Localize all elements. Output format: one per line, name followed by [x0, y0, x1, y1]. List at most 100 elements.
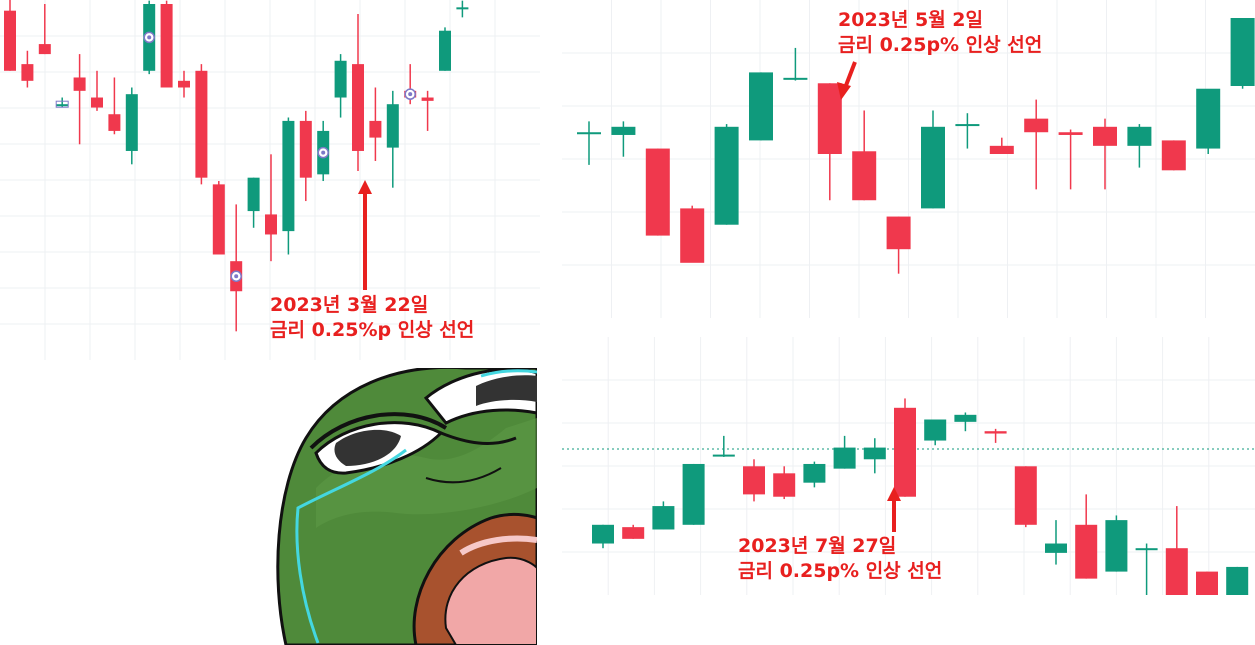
grid-lines: [562, 0, 1255, 318]
candle-body: [56, 104, 69, 107]
event-marker-dot: [321, 150, 326, 155]
annotation-july-date: 2023년 7월 27일: [738, 535, 897, 557]
candle-body: [334, 60, 347, 98]
candle: [1165, 506, 1188, 595]
candle-body: [1045, 543, 1067, 553]
candle-body: [743, 466, 765, 495]
candle-body: [1075, 524, 1098, 579]
candle-body: [386, 104, 399, 148]
candle-body: [1161, 140, 1186, 171]
candle-body: [886, 216, 911, 250]
candle: [622, 524, 645, 539]
event-marker-dot: [234, 274, 239, 279]
candle: [680, 205, 705, 263]
candle: [56, 97, 69, 108]
candle-body: [611, 126, 636, 135]
candle: [803, 461, 826, 488]
candle: [1127, 124, 1152, 168]
annotation-arrow-shaft: [843, 61, 857, 89]
candlestick-chart-march: [0, 0, 540, 360]
candle-body: [1230, 18, 1255, 86]
candle: [954, 412, 977, 432]
candle: [989, 137, 1014, 154]
candle-body: [108, 114, 121, 131]
candle: [984, 428, 1007, 443]
candle: [265, 154, 277, 262]
candle-body: [622, 527, 645, 539]
chart-panel-may: 2023년 5월 2일 금리 0.25p% 인상 선언: [562, 0, 1255, 318]
annotation-march-text: 금리 0.25%p 인상 선언: [270, 319, 475, 341]
candle-body: [1196, 571, 1218, 595]
candle-body: [783, 77, 808, 80]
candle: [178, 70, 190, 98]
chart-panel-july: 2023년 7월 27일 금리 0.25p% 인상 선언: [562, 337, 1255, 595]
candle: [1196, 571, 1218, 595]
candle-body: [833, 447, 856, 469]
candle: [1105, 515, 1128, 572]
candle-body: [894, 407, 916, 497]
candle: [833, 435, 856, 469]
annotation-arrow-head: [837, 82, 851, 100]
candle: [1226, 566, 1249, 595]
candle-body: [352, 64, 364, 151]
candle: [299, 110, 312, 202]
candle: [21, 50, 34, 88]
candle: [955, 113, 980, 149]
candle-body: [817, 83, 842, 154]
annotation-arrow-head: [887, 487, 901, 501]
candle-body: [1135, 548, 1158, 551]
candle: [38, 4, 51, 55]
candle-body: [652, 506, 675, 530]
candle: [1045, 520, 1067, 565]
candle-body: [712, 454, 735, 457]
candle-body: [682, 463, 705, 525]
candle-body: [456, 7, 469, 10]
candle-body: [1105, 520, 1128, 572]
candle: [230, 204, 243, 332]
candle-body: [421, 97, 434, 101]
event-marker-dot: [147, 35, 152, 40]
candle-body: [921, 126, 945, 209]
candle: [352, 14, 364, 171]
candle-body: [160, 4, 173, 88]
annotation-july-text: 금리 0.25p% 인상 선언: [738, 560, 943, 582]
candle: [160, 0, 173, 88]
candle-body: [773, 473, 796, 497]
annotation-july: 2023년 7월 27일 금리 0.25p% 인상 선언: [738, 534, 942, 584]
candle: [863, 438, 886, 474]
event-marker-io-icon: [55, 100, 69, 108]
candle: [247, 177, 260, 228]
candle: [886, 216, 911, 274]
candle-body: [1165, 548, 1188, 595]
candle: [195, 64, 208, 185]
annotation-arrow-head: [358, 180, 372, 194]
candle-body: [178, 80, 190, 88]
candlestick-chart-may: [562, 0, 1255, 318]
candle: [1014, 466, 1037, 528]
candle-body: [749, 72, 773, 141]
candle: [1196, 88, 1221, 154]
candle: [282, 117, 295, 255]
candle-body: [852, 151, 877, 201]
candle-body: [680, 208, 705, 263]
candle: [652, 501, 675, 530]
candle-body: [91, 97, 103, 108]
candle: [108, 77, 121, 135]
candle-body: [1058, 132, 1083, 135]
candle-body: [4, 10, 16, 71]
candle: [125, 87, 138, 165]
candle: [611, 121, 636, 157]
candle-body: [247, 177, 260, 212]
candle-body: [645, 148, 670, 236]
candle: [73, 54, 86, 145]
candle: [1230, 18, 1255, 89]
candle-body: [984, 431, 1007, 434]
candle-body: [439, 30, 451, 71]
candle: [369, 87, 382, 161]
candle: [749, 72, 773, 141]
candle: [456, 0, 469, 18]
candle-body: [212, 184, 225, 255]
candle-body: [125, 94, 138, 151]
candle: [852, 110, 877, 201]
candle: [577, 121, 601, 165]
